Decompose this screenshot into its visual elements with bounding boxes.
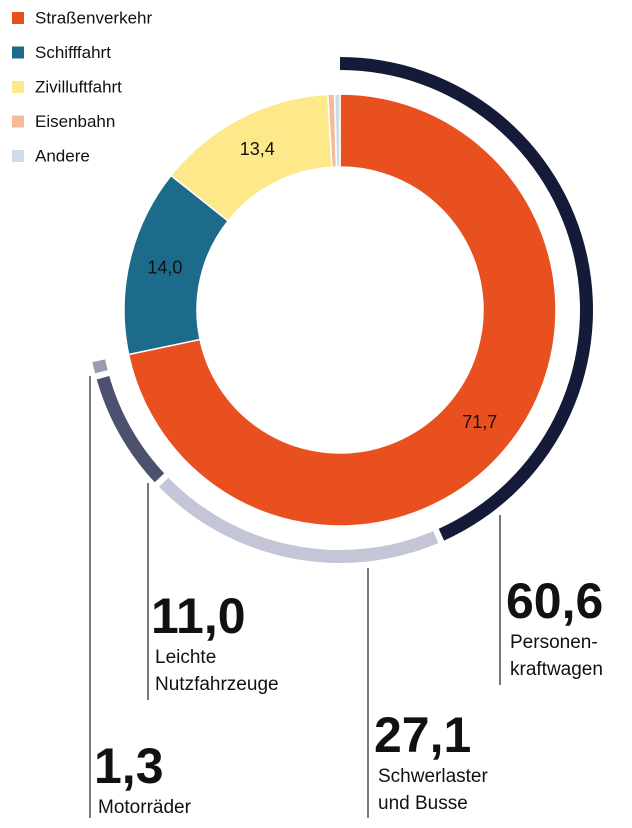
segment-name: Leichte — [155, 647, 216, 668]
legend-swatch — [12, 150, 24, 162]
legend-label: Eisenbahn — [35, 112, 115, 131]
ring-segment — [96, 375, 165, 483]
legend-swatch — [12, 46, 24, 59]
segment-name: Personen- — [510, 632, 598, 653]
value-label: 13,4 — [240, 139, 275, 159]
donut-segment — [127, 93, 557, 527]
ring-segment — [92, 359, 108, 374]
segment-name: kraftwagen — [510, 659, 603, 680]
ring-segment — [159, 477, 439, 564]
legend-label: Andere — [35, 146, 90, 165]
value-label: 71,7 — [462, 412, 497, 432]
legend-label: Zivilluftfahrt — [35, 77, 122, 96]
big-value: 27,1 — [374, 707, 471, 763]
legend-label: Straßenverkehr — [35, 8, 152, 27]
legend-swatch — [12, 81, 24, 93]
legend-swatch — [12, 12, 24, 24]
value-label: 14,0 — [147, 257, 182, 277]
segment-name: Motorräder — [98, 797, 192, 818]
segment-name: Nutzfahrzeuge — [155, 674, 279, 695]
big-value: 60,6 — [506, 573, 603, 629]
big-value: 11,0 — [151, 588, 246, 644]
legend-swatch — [12, 115, 24, 128]
segment-name: und Busse — [378, 793, 468, 814]
legend-label: Schifffahrt — [35, 43, 111, 62]
donut-segment — [333, 93, 341, 168]
segment-name: Schwerlaster — [378, 766, 488, 787]
big-value: 1,3 — [94, 738, 164, 794]
